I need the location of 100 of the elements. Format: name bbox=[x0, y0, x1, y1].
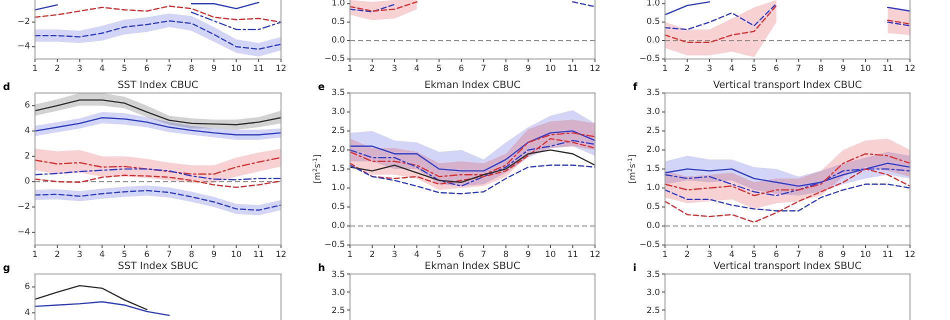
line-series bbox=[664, 4, 778, 44]
x-tick-label: 11 bbox=[882, 64, 894, 74]
x-tick-label: 6 bbox=[144, 64, 150, 74]
y-tick-label: −4 bbox=[17, 227, 30, 238]
line-series bbox=[34, 117, 282, 136]
line-series bbox=[34, 190, 282, 211]
x-tick-label: 8 bbox=[503, 250, 509, 260]
text: Ekman Index SBUC bbox=[424, 261, 520, 272]
line-series bbox=[34, 284, 148, 310]
y-tick-label: 0.0 bbox=[331, 36, 345, 46]
line-series bbox=[664, 184, 911, 212]
text: h bbox=[318, 263, 326, 274]
x-tick-label: 3 bbox=[77, 250, 82, 260]
x-tick-label: 9 bbox=[211, 64, 217, 74]
x-tick-label: 5 bbox=[751, 250, 757, 260]
y-tick-label: 3.5 bbox=[331, 88, 345, 98]
y-tick-label: 0.5 bbox=[646, 17, 660, 28]
x-tick-label: 7 bbox=[480, 250, 486, 260]
line-series bbox=[34, 156, 282, 175]
x-tick-label: 11 bbox=[882, 250, 894, 260]
line-series bbox=[664, 168, 911, 223]
x-tick-label: 12 bbox=[590, 64, 600, 74]
y-tick-label: 4 bbox=[24, 308, 30, 318]
x-tick-label: 2 bbox=[370, 64, 375, 74]
line-series bbox=[190, 12, 282, 30]
x-tick-label: 12 bbox=[276, 250, 286, 260]
y-tick-label: 1.0 bbox=[331, 183, 345, 193]
x-tick-label: 8 bbox=[503, 64, 509, 74]
x-tick-label: 2 bbox=[684, 250, 690, 260]
text: e bbox=[318, 82, 325, 93]
x-tick-label: 1 bbox=[32, 64, 38, 74]
y-tick-label: 1.0 bbox=[646, 183, 660, 193]
x-tick-label: 5 bbox=[122, 64, 128, 74]
x-tick-label: 7 bbox=[166, 64, 172, 74]
text: i bbox=[633, 263, 636, 274]
y-tick-label: 1.5 bbox=[646, 164, 660, 174]
x-tick-label: 3 bbox=[706, 250, 712, 260]
line-series bbox=[349, 164, 596, 194]
x-tick-label: 8 bbox=[818, 64, 824, 74]
x-tick-label: 9 bbox=[840, 250, 846, 260]
y-tick-label: 2.0 bbox=[646, 145, 660, 155]
chart-title: Ekman Index CBUC bbox=[424, 80, 521, 91]
x-tick-label: 2 bbox=[684, 64, 690, 74]
x-tick-label: 4 bbox=[99, 250, 105, 260]
x-tick-label: 8 bbox=[188, 64, 194, 74]
x-tick-label: 10 bbox=[545, 64, 556, 74]
x-tick-label: 4 bbox=[729, 64, 735, 74]
y-tick-label: 6 bbox=[24, 100, 30, 111]
x-tick-label: 11 bbox=[567, 250, 578, 260]
x-tick-label: 2 bbox=[370, 250, 375, 260]
y-tick-label: −0.5 bbox=[324, 54, 345, 64]
x-tick-label: 6 bbox=[458, 250, 464, 260]
x-tick-label: 5 bbox=[122, 250, 128, 260]
x-tick-label: 10 bbox=[230, 64, 242, 74]
x-tick-label: 1 bbox=[32, 250, 38, 260]
x-tick-label: 7 bbox=[480, 64, 486, 74]
line-series bbox=[34, 168, 282, 180]
x-tick-label: 6 bbox=[144, 250, 150, 260]
x-tick-label: 4 bbox=[414, 64, 420, 74]
x-tick-label: 4 bbox=[729, 250, 735, 260]
x-tick-label: 10 bbox=[230, 250, 242, 260]
x-tick-label: 6 bbox=[774, 64, 780, 74]
x-tick-label: 10 bbox=[860, 64, 871, 74]
x-tick-label: 12 bbox=[590, 250, 600, 260]
x-tick-label: 1 bbox=[662, 250, 668, 260]
text: d bbox=[3, 82, 10, 93]
y-tick-label: 2 bbox=[24, 151, 30, 162]
x-tick-label: 7 bbox=[796, 250, 802, 260]
x-tick-label: 2 bbox=[54, 250, 60, 260]
x-tick-label: 4 bbox=[99, 64, 105, 74]
x-tick-label: 7 bbox=[796, 64, 802, 74]
x-tick-label: 2 bbox=[54, 64, 60, 74]
x-tick-label: 9 bbox=[525, 64, 531, 74]
x-tick-label: 9 bbox=[840, 64, 846, 74]
line-series bbox=[34, 99, 282, 126]
chart-title: SST Index CBUC bbox=[118, 80, 198, 91]
x-tick-label: 1 bbox=[347, 64, 353, 74]
chart-title: Vertical transport Index CBUC bbox=[713, 80, 862, 91]
x-tick-label: 11 bbox=[253, 250, 264, 260]
y-tick-label: 0.0 bbox=[646, 36, 660, 46]
x-tick-label: 8 bbox=[818, 250, 824, 260]
x-tick-label: 3 bbox=[392, 250, 398, 260]
x-tick-label: 10 bbox=[545, 250, 556, 260]
x-tick-label: 6 bbox=[458, 64, 464, 74]
y-tick-label: 1.5 bbox=[331, 164, 345, 174]
y-tick-label: −0.5 bbox=[639, 240, 660, 250]
y-tick-label: 0.5 bbox=[331, 17, 345, 28]
y-tick-label: 3.0 bbox=[331, 107, 345, 117]
y-tick-label: 2.5 bbox=[331, 126, 345, 136]
x-tick-label: 5 bbox=[436, 250, 442, 260]
x-tick-label: 11 bbox=[253, 64, 264, 74]
line-series bbox=[664, 3, 778, 30]
x-tick-label: 1 bbox=[347, 250, 353, 260]
x-tick-label: 12 bbox=[276, 64, 286, 74]
y-tick-label: −4 bbox=[17, 42, 30, 52]
y-tick-label: 4 bbox=[24, 126, 30, 136]
y-tick-label: 2.0 bbox=[331, 145, 345, 155]
text: f bbox=[633, 82, 638, 93]
y-tick-label: 6 bbox=[24, 282, 30, 292]
line-series bbox=[34, 20, 282, 50]
